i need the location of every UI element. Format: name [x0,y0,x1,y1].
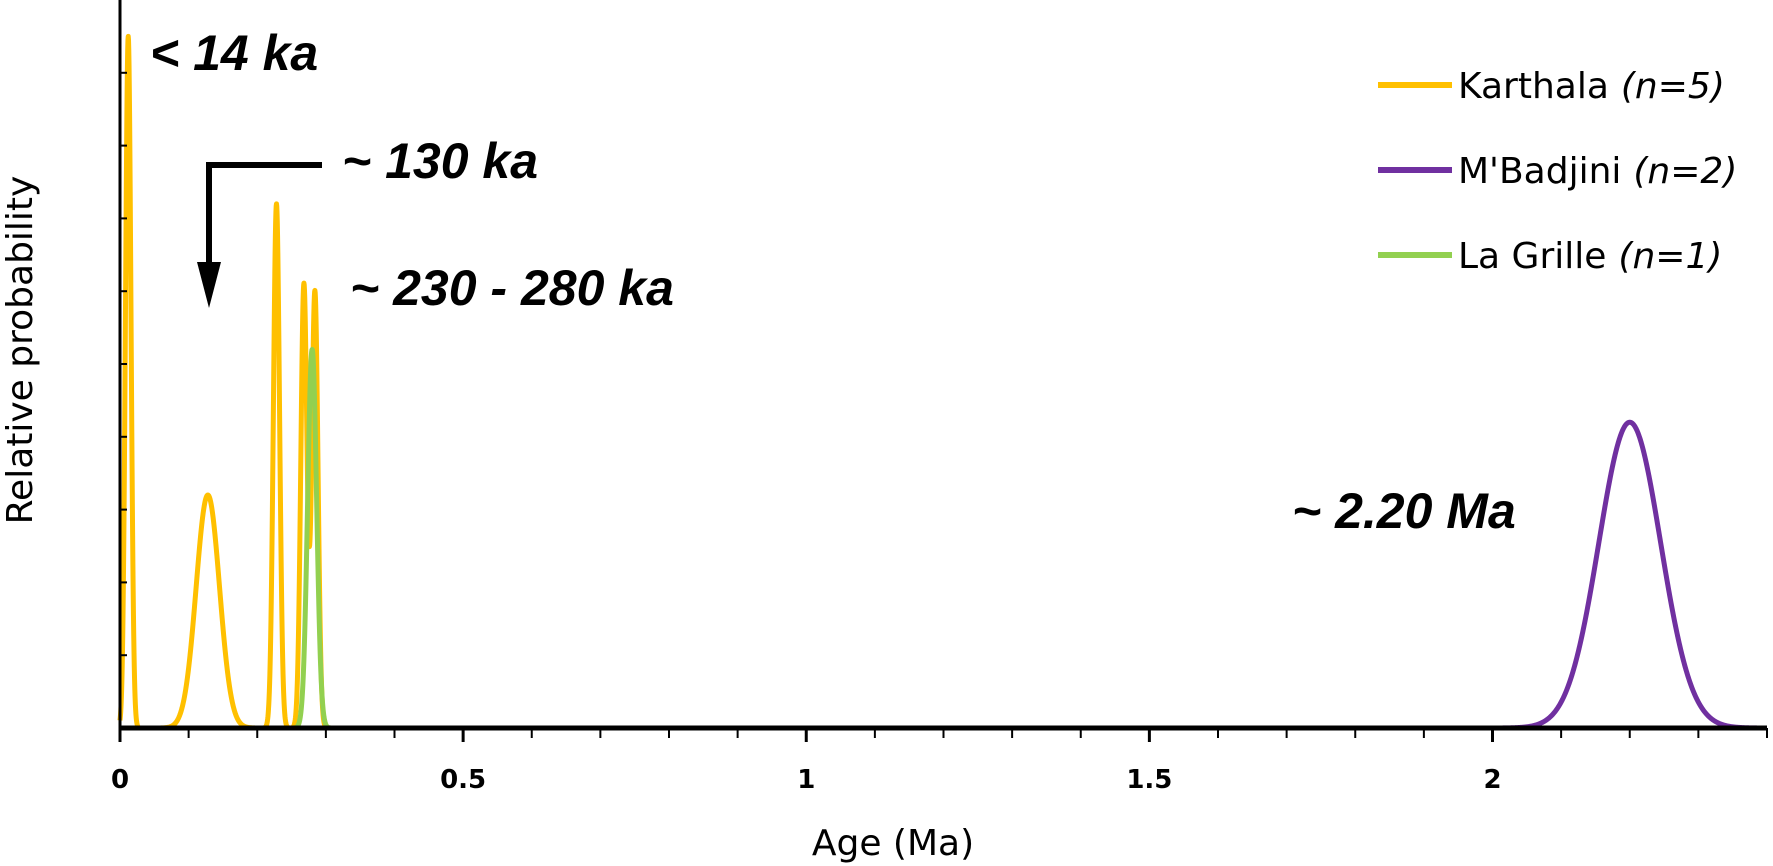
annotation-230-280ka: ~ 230 - 280 ka [350,260,674,316]
legend-label: La Grille [1458,236,1606,277]
legend-item-la-grille: La Grille (n=1) [1378,236,1722,277]
x-tick-labels: 0 0.5 1 1.5 2 [111,765,1502,795]
x-axis-title: Age (Ma) [812,823,974,864]
annotation-arrow [197,162,322,308]
x-tick-label: 0.5 [440,765,486,795]
x-tick-label: 1 [797,765,815,795]
series-line-la-grille [117,346,1770,731]
legend-count: (n=1) [1618,236,1722,277]
annotation-130ka: ~ 130 ka [342,133,538,189]
legend-count: (n=2) [1633,151,1737,192]
svg-text:Karthala(n=5): Karthala (n=5) [1458,66,1725,107]
annotation-lt-14ka: < 14 ka [150,25,318,81]
legend-item-karthala: Karthala (n=5) [1378,66,1725,107]
x-tick-label: 0 [111,765,129,795]
legend-label: M'Badjini [1458,151,1621,192]
legend-count: (n=5) [1621,66,1725,107]
axes [118,0,1768,742]
annotation-2-20ma: ~ 2.20 Ma [1292,483,1516,539]
y-axis-title: Relative probability [0,176,41,525]
svg-text:La Grille(n=1): La Grille (n=1) [1458,236,1722,277]
x-tick-label: 2 [1483,765,1501,795]
legend-item-mbadjini: M'Badjini (n=2) [1378,151,1737,192]
x-tick-label: 1.5 [1126,765,1172,795]
legend: Karthala (n=5) M'Badjini (n=2) La Grille (n… [1378,66,1737,277]
legend-label: Karthala [1458,66,1609,107]
svg-text:M'Badjini(n=2): M'Badjini (n=2) [1458,151,1737,192]
series-line-m-badjini [117,419,1770,731]
